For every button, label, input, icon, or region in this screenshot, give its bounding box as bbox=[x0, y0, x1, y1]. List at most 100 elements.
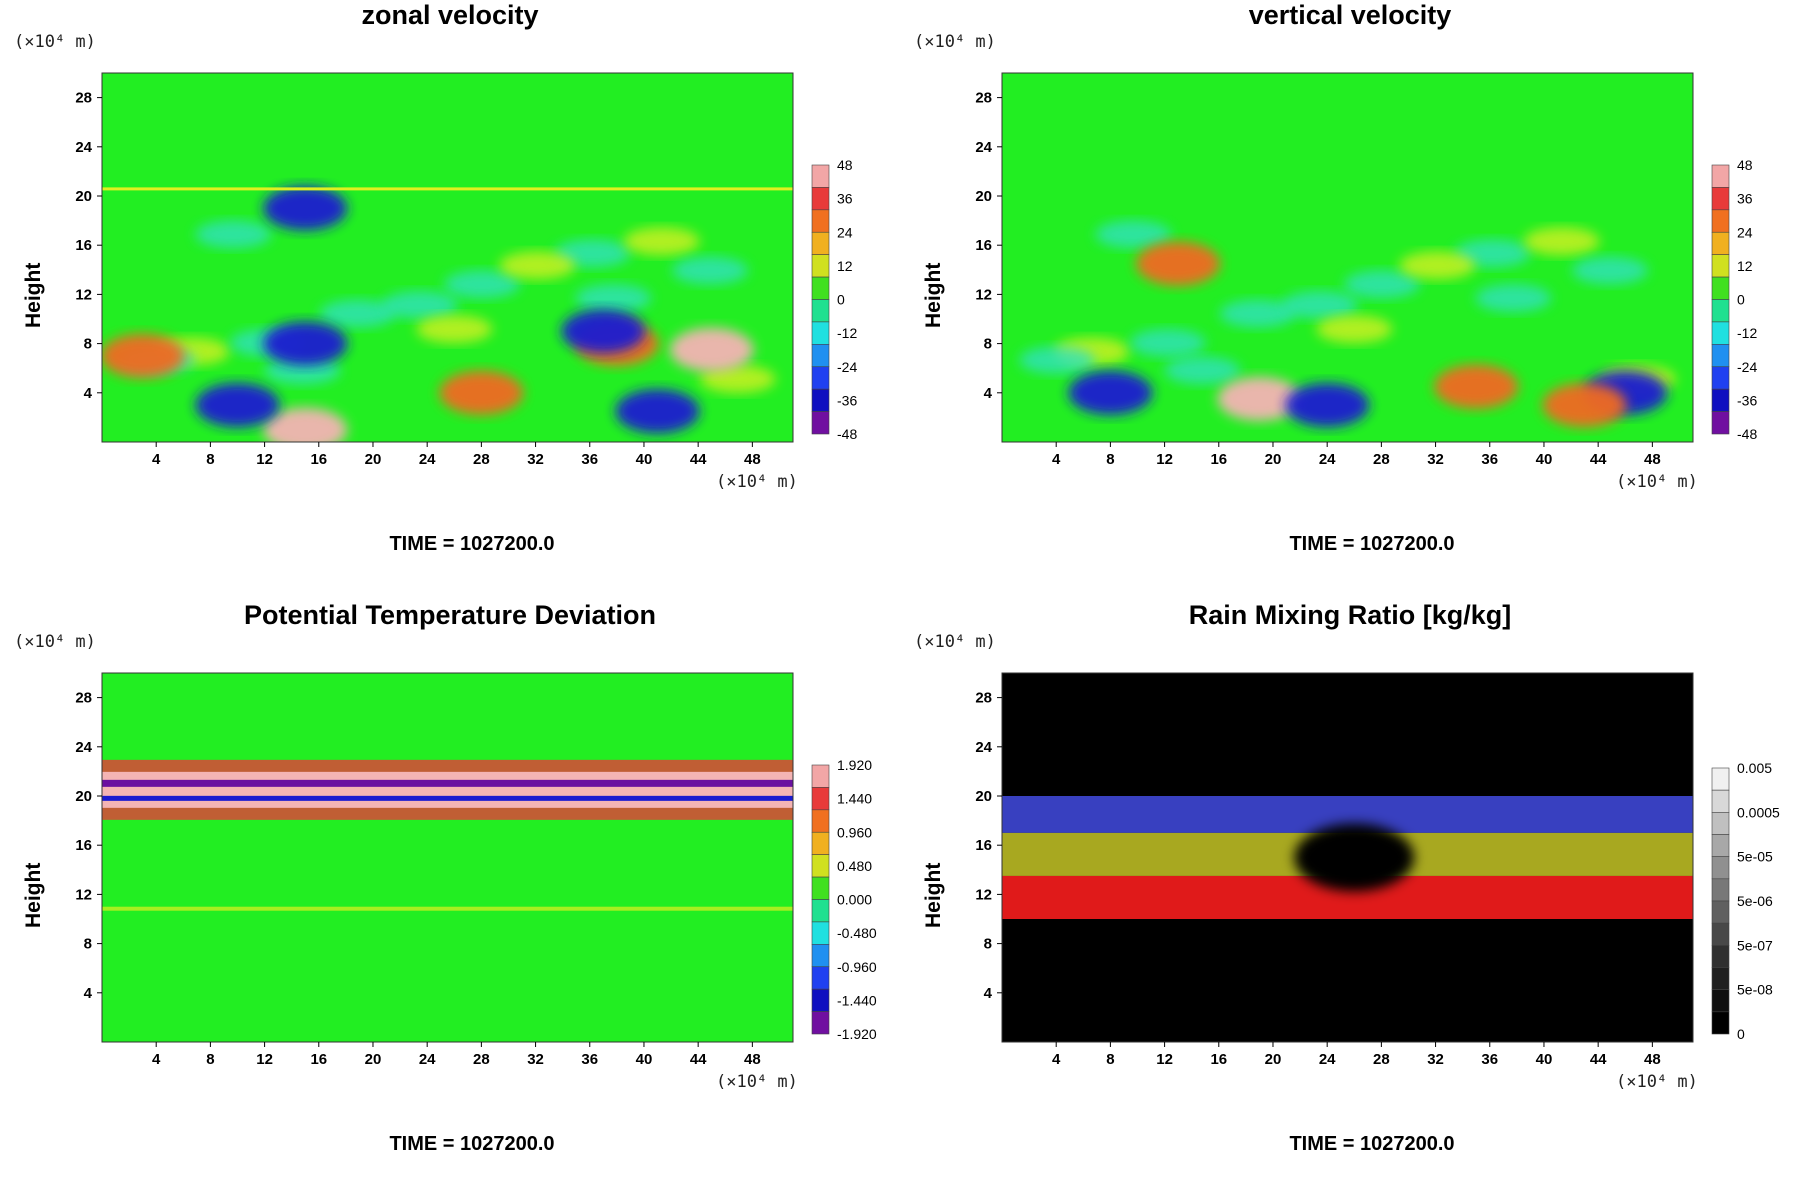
colorbar-label: 5e-05 bbox=[1737, 849, 1773, 865]
field-layer bbox=[102, 759, 793, 911]
y-tick-label: 8 bbox=[984, 936, 992, 953]
field-extremum bbox=[195, 383, 280, 428]
field-extremum bbox=[1217, 376, 1302, 421]
colorbar-swatch bbox=[811, 388, 830, 412]
field-patch bbox=[444, 270, 521, 299]
colorbar-swatch bbox=[811, 276, 830, 300]
field-gap bbox=[1294, 823, 1415, 892]
x-tick-label: 4 bbox=[152, 451, 161, 468]
colorbar-label: 36 bbox=[837, 191, 853, 207]
y-tick-label: 24 bbox=[75, 739, 92, 756]
field-patch bbox=[672, 256, 749, 285]
x-tick-label: 48 bbox=[1644, 451, 1661, 468]
plot-frame bbox=[1001, 672, 1694, 1043]
x-tick-label: 20 bbox=[1265, 451, 1282, 468]
y-tick-label: 12 bbox=[975, 286, 992, 303]
y-tick-label: 4 bbox=[84, 985, 93, 1002]
field-patch bbox=[1454, 239, 1531, 268]
field-patch bbox=[1344, 270, 1421, 299]
colorbar-label: 24 bbox=[1737, 224, 1753, 240]
field-patch bbox=[623, 227, 700, 256]
colorbar-swatch bbox=[811, 809, 830, 833]
x-unit-label: (×10⁴ m) bbox=[1616, 1072, 1698, 1092]
colorbar-label: 5e-06 bbox=[1737, 893, 1773, 909]
y-tick-label: 8 bbox=[84, 936, 92, 953]
field-extremum bbox=[263, 186, 348, 231]
colorbar-label: -24 bbox=[1737, 359, 1757, 375]
y-tick-label: 20 bbox=[975, 188, 992, 205]
x-tick-label: 44 bbox=[690, 1051, 707, 1068]
field-patch bbox=[319, 299, 396, 328]
x-tick-label: 4 bbox=[1052, 1051, 1061, 1068]
colorbar-swatch bbox=[1711, 789, 1730, 813]
colorbar-swatch bbox=[1711, 767, 1730, 791]
colorbar-swatch bbox=[811, 921, 830, 945]
colorbar-swatch bbox=[1711, 209, 1730, 233]
y-tick-label: 4 bbox=[984, 985, 993, 1002]
x-unit-label: (×10⁴ m) bbox=[716, 1072, 798, 1092]
field-band bbox=[102, 187, 793, 191]
x-tick-label: 24 bbox=[1319, 451, 1336, 468]
colorbar-label: 24 bbox=[837, 224, 853, 240]
x-tick-label: 20 bbox=[365, 451, 382, 468]
y-tick-label: 24 bbox=[975, 139, 992, 156]
plot-area: 4 8 12 16 20 24 28 32 36 40 44 484812162024281.9201… bbox=[75, 672, 877, 1068]
colorbar-swatch bbox=[1711, 231, 1730, 255]
colorbar-swatch bbox=[811, 899, 830, 923]
y-tick-label: 8 bbox=[84, 336, 92, 353]
time-label: TIME = 1027200.0 bbox=[1289, 533, 1455, 555]
x-tick-label: 48 bbox=[744, 451, 761, 468]
field-extremum bbox=[263, 321, 348, 366]
field-patch bbox=[1523, 227, 1600, 256]
colorbar-label: -48 bbox=[837, 426, 857, 442]
colorbar-swatch bbox=[811, 944, 830, 968]
colorbar-swatch bbox=[1711, 878, 1730, 902]
plot-area: 4 8 12 16 20 24 28 32 36 40 44 484812162024280.0050… bbox=[975, 672, 1780, 1068]
x-tick-label: 24 bbox=[419, 451, 436, 468]
plot-frame bbox=[1001, 72, 1694, 443]
chart-title: vertical velocity bbox=[1248, 0, 1452, 30]
y-tick-label: 20 bbox=[975, 788, 992, 805]
plot-frame bbox=[101, 672, 794, 1043]
field-extremum bbox=[669, 327, 754, 372]
field-patch bbox=[416, 315, 493, 344]
field-patch bbox=[1095, 220, 1172, 249]
y-tick-label: 16 bbox=[975, 837, 992, 854]
colorbar-label: 0 bbox=[837, 292, 845, 308]
colorbar-label: -24 bbox=[837, 359, 857, 375]
y-tick-label: 28 bbox=[975, 90, 992, 107]
colorbar-label: 5e-08 bbox=[1737, 982, 1773, 998]
x-unit-label: (×10⁴ m) bbox=[716, 472, 798, 492]
field-band bbox=[102, 779, 793, 787]
x-tick-label: 44 bbox=[1590, 451, 1607, 468]
field-patch bbox=[195, 220, 272, 249]
y-tick-label: 16 bbox=[75, 837, 92, 854]
colorbar-label: 0.480 bbox=[837, 858, 872, 874]
panel-vertical-velocity: vertical velocity (×10⁴ m) (×10⁴ m) Heig… bbox=[900, 0, 1800, 600]
colorbar-swatch bbox=[1711, 411, 1730, 435]
field-extremum bbox=[102, 333, 185, 378]
colorbar-swatch bbox=[811, 366, 830, 390]
x-tick-label: 24 bbox=[419, 1051, 436, 1068]
colorbar-swatch bbox=[811, 209, 830, 233]
x-tick-label: 44 bbox=[1590, 1051, 1607, 1068]
y-tick-label: 24 bbox=[975, 739, 992, 756]
colorbar-swatch bbox=[1711, 834, 1730, 857]
colorbar-label: -36 bbox=[1737, 392, 1757, 408]
colorbar-swatch bbox=[1711, 388, 1730, 412]
colorbar-swatch bbox=[811, 164, 830, 188]
chart-title: Potential Temperature Deviation bbox=[243, 600, 657, 630]
y-tick-label: 24 bbox=[75, 139, 92, 156]
colorbar-swatch bbox=[811, 344, 830, 368]
x-tick-label: 8 bbox=[1106, 1051, 1114, 1068]
colorbar-label: -1.920 bbox=[837, 1026, 877, 1042]
colorbar-label: -0.960 bbox=[837, 959, 877, 975]
x-tick-label: 32 bbox=[527, 451, 544, 468]
field-layer bbox=[102, 186, 793, 442]
field-patch bbox=[575, 284, 652, 313]
panel-zonal-velocity: zonal velocity (×10⁴ m) (×10⁴ m) Height … bbox=[0, 0, 900, 600]
field-patch bbox=[381, 290, 458, 319]
panel-potential-temperature: Potential Temperature Deviation (×10⁴ m)… bbox=[0, 600, 900, 1200]
x-tick-label: 40 bbox=[1536, 451, 1553, 468]
x-tick-label: 8 bbox=[206, 451, 214, 468]
